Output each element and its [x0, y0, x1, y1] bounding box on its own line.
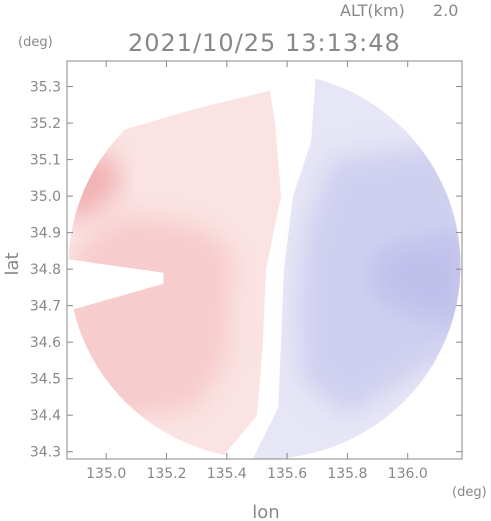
y-axis-label: lat [2, 252, 23, 275]
x-tick-label-1: 135.2 [146, 466, 186, 482]
y-tick-label-5: 34.8 [30, 262, 61, 278]
x-tick-label-5: 136.0 [388, 466, 428, 482]
y-tick-label-6: 34.9 [30, 226, 61, 242]
x-tick-label-3: 135.6 [267, 466, 307, 482]
y-tick-label-1: 34.4 [30, 408, 61, 424]
y-tick-label-9: 35.2 [30, 116, 61, 132]
y-tick-label-0: 34.3 [30, 445, 61, 461]
y-axis-unit: (deg) [18, 35, 53, 50]
altitude-value: 2.0 [433, 1, 458, 20]
y-tick-label-10: 35.3 [30, 80, 61, 96]
plot-border [66, 60, 463, 460]
negative-strong-patch [371, 232, 461, 324]
y-axis-ticks: 34.3 34.4 34.5 34.6 34.7 34.8 34.9 35.0 35.1 35.2… [30, 80, 462, 461]
velocity-shading [68, 71, 461, 459]
chart-timestamp: 2021/10/25 13:13:48 [128, 29, 401, 57]
plot-frame [66, 60, 463, 460]
radar-field [68, 71, 461, 459]
x-tick-label-0: 135.0 [86, 466, 126, 482]
y-tick-label-8: 35.1 [30, 153, 61, 169]
x-tick-label-2: 135.4 [207, 466, 247, 482]
y-tick-label-7: 35.0 [30, 189, 61, 205]
y-tick-label-3: 34.6 [30, 335, 61, 351]
x-axis-unit: (deg) [452, 485, 487, 500]
x-tick-label-4: 135.8 [327, 466, 367, 482]
y-tick-label-2: 34.5 [30, 372, 61, 388]
no-data-gap-west [68, 258, 164, 313]
altitude-label: ALT(km) [340, 1, 405, 20]
y-tick-label-4: 34.7 [30, 299, 61, 315]
x-axis-ticks: 135.0 135.2 135.4 135.6 135.8 136.0 [86, 61, 428, 482]
x-axis-label: lon [252, 502, 279, 521]
